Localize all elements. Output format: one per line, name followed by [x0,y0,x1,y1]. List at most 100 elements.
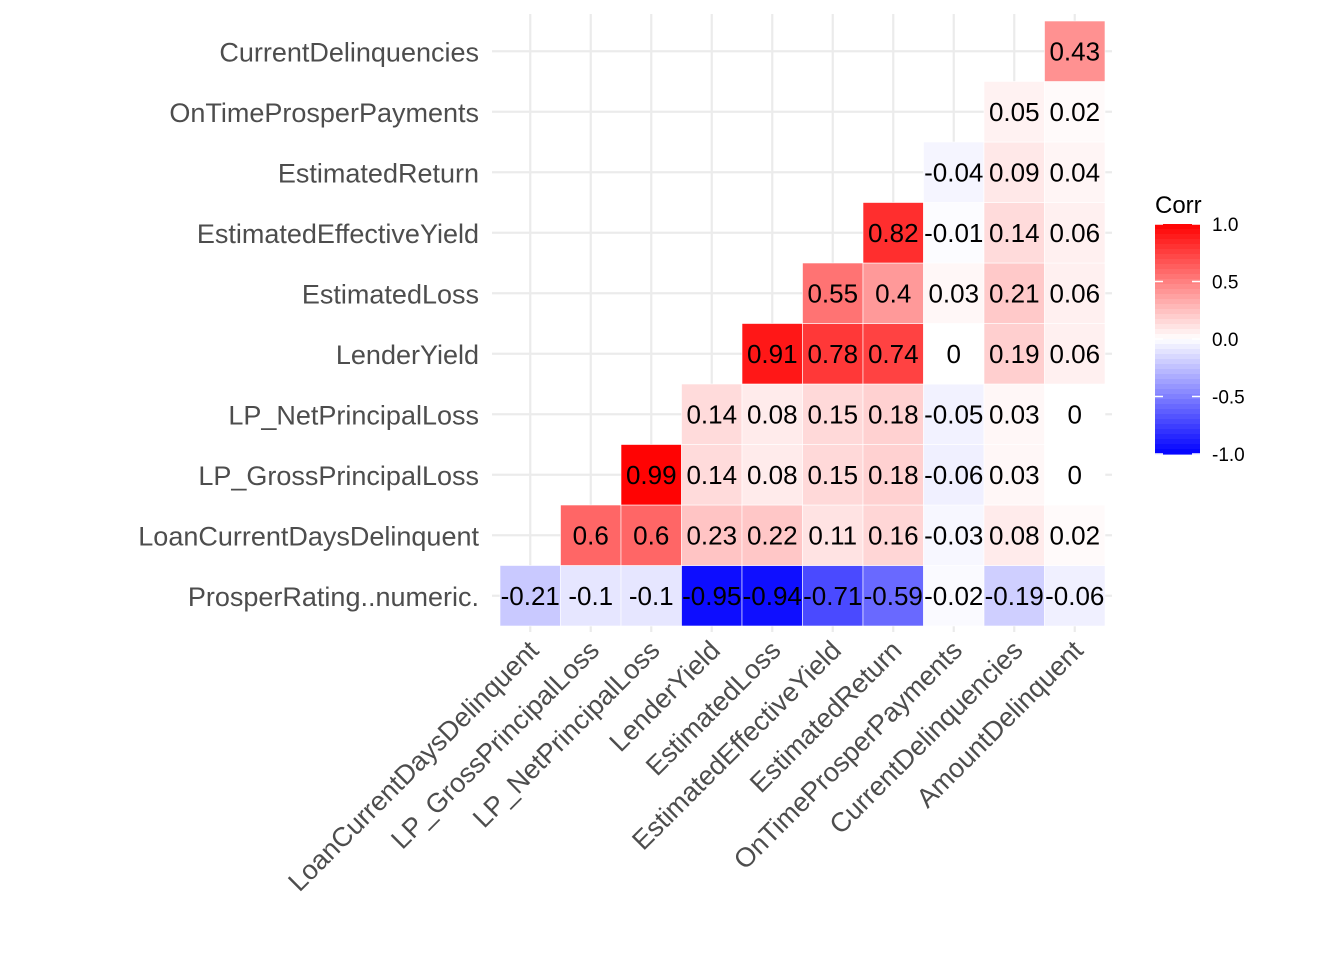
cell-value-label: 0.03 [989,399,1040,429]
cell-value-label: 0.6 [633,520,669,550]
heatmap-cell [983,141,1045,203]
cell-value-label: 0.43 [1049,36,1100,66]
legend-colorbar-slice [1155,264,1200,270]
heatmap-cell [1044,323,1106,385]
cell-value-label: -0.19 [985,581,1044,611]
cell-value-label: 0.15 [807,460,858,490]
cell-value-label: 0.21 [989,278,1040,308]
heatmap-cell [802,504,864,566]
heatmap-cell [1044,262,1106,324]
heatmap-cell [923,504,985,566]
cell-value-label: 0.91 [747,339,798,369]
legend-colorbar-slice [1155,279,1200,285]
cell-value-label: -0.05 [924,399,983,429]
cell-value-label: 0.15 [807,399,858,429]
heatmap-cell [560,504,622,566]
legend-colorbar-slice [1155,254,1200,260]
heatmap-cell [923,262,985,324]
legend-colorbar-slice [1155,319,1200,325]
legend-colorbar-slice [1155,339,1200,345]
cell-value-label: 0.08 [989,520,1040,550]
cell-value-label: -0.02 [924,581,983,611]
heatmap-cell [620,444,682,506]
cell-value-label: 0.03 [989,460,1040,490]
cell-value-label: 0.74 [868,339,919,369]
heatmap-cell [741,565,803,627]
y-tick-label-loancurrentdaysdelinquent: LoanCurrentDaysDelinquent [138,521,479,551]
cell-value-label: 0.19 [989,339,1040,369]
y-tick-label-currentdelinquencies: CurrentDelinquencies [219,37,479,67]
cell-value-label: 0.99 [626,460,677,490]
y-tick-label-estimatedreturn: EstimatedReturn [278,158,479,188]
cell-value-label: 0.14 [686,460,737,490]
cell-value-label: 0.23 [686,520,737,550]
y-axis-labels: ProsperRating..numeric. LoanCurrentDaysDe… [138,37,479,612]
legend-colorbar-slice [1155,429,1200,435]
legend-colorbar-slice [1155,379,1200,385]
cell-value-label: 0.6 [573,520,609,550]
legend-tick-label: -1.0 [1212,445,1245,466]
heatmap-cell [983,323,1045,385]
cell-value-label: 0 [1068,460,1082,490]
cell-value-label: -0.1 [629,581,674,611]
heatmap-cell [923,141,985,203]
heatmap-cells [499,20,1106,627]
y-tick-label-lp-grossprincipalloss: LP_GrossPrincipalLoss [198,461,479,491]
cell-value-label: 0.06 [1049,218,1100,248]
heatmap-cell [983,81,1045,143]
legend-colorbar-slice [1155,294,1200,300]
legend-tick-label: 0.0 [1212,330,1238,351]
heatmap-cell [1044,141,1106,203]
legend-colorbar-slice [1155,404,1200,410]
cell-value-label: -0.03 [924,520,983,550]
cell-value-label: -0.04 [924,157,983,187]
cell-value-label: 0.18 [868,399,919,429]
legend-colorbar-slice [1155,284,1200,290]
heatmap-cell [983,504,1045,566]
cell-value-label: 0.14 [686,399,737,429]
cell-value-label: 0.05 [989,97,1040,127]
heatmap-cell [923,565,985,627]
legend-colorbar-slice [1155,409,1200,415]
legend-tick-label: 1.0 [1212,215,1238,236]
cell-value-label: 0.82 [868,218,919,248]
y-tick-label-estimatedloss: EstimatedLoss [302,279,479,309]
y-tick-label-lenderyield: LenderYield [336,340,479,370]
cell-value-label: 0.16 [868,520,919,550]
legend-colorbar-slice [1155,259,1200,265]
legend-colorbar-slice [1155,424,1200,430]
legend-colorbar-slice [1155,439,1200,445]
legend-colorbar-slice [1155,309,1200,315]
cell-value-label: 0.4 [875,278,911,308]
legend: Corr 1.0 0.5 0.0 -0.5 -1.0 [1155,192,1245,466]
heatmap-cell [681,383,743,445]
cell-value-label: 0.08 [747,399,798,429]
legend-colorbar-slice [1155,314,1200,320]
legend-colorbar-slice [1155,374,1200,380]
legend-colorbar-slice [1155,224,1200,230]
cell-value-label: 0.03 [928,278,979,308]
heatmap-cell [862,323,924,385]
cell-labels: -0.21 -0.1 -0.1 -0.95 -0.94 -0.71 -0.59 -0.02 -0… [501,36,1105,611]
heatmap-cell [681,504,743,566]
cell-value-label: 0.14 [989,218,1040,248]
cell-value-label: -0.95 [682,581,741,611]
legend-colorbar-slice [1155,324,1200,330]
legend-colorbar-slice [1155,434,1200,440]
y-tick-label-lp-netprincipalloss: LP_NetPrincipalLoss [228,400,479,430]
cell-value-label: -0.21 [501,581,560,611]
legend-colorbar-slice [1155,304,1200,310]
cell-value-label: -0.06 [924,460,983,490]
heatmap-cell [862,383,924,445]
cell-value-label: -0.06 [1045,581,1104,611]
legend-colorbar-slice [1155,394,1200,400]
heatmap-cell [923,202,985,264]
heatmap-cell [1044,383,1106,445]
legend-colorbar-slice [1155,299,1200,305]
heatmap-cell [983,262,1045,324]
cell-value-label: 0.06 [1049,278,1100,308]
heatmap-cell [1044,504,1106,566]
legend-colorbar-slice [1155,364,1200,370]
legend-colorbar-slice [1155,244,1200,250]
heatmap-cell [923,383,985,445]
